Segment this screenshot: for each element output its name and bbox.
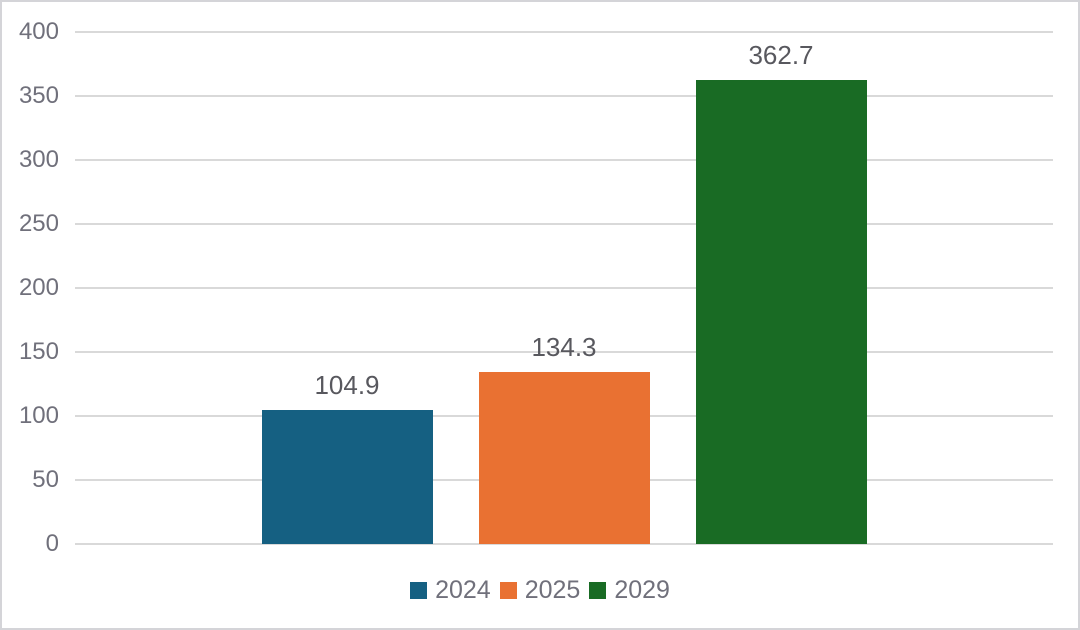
y-tick-label-50: 50 bbox=[32, 466, 59, 493]
gridline-250 bbox=[75, 223, 1053, 225]
legend-item-2029: 2029 bbox=[589, 578, 670, 603]
y-tick-label-400: 400 bbox=[18, 18, 59, 45]
legend-item-2024: 2024 bbox=[410, 578, 491, 603]
gridline-200 bbox=[75, 287, 1053, 289]
legend-label-2029: 2029 bbox=[614, 576, 670, 604]
legend-swatch-2025 bbox=[499, 582, 517, 599]
y-tick-label-350: 350 bbox=[18, 82, 59, 109]
y-tick-label-0: 0 bbox=[45, 530, 59, 557]
bar-2024 bbox=[261, 409, 433, 544]
y-tick-label-100: 100 bbox=[18, 402, 59, 429]
bar-value-label-2024: 104.9 bbox=[314, 369, 380, 400]
gridline-150 bbox=[75, 351, 1053, 353]
legend-swatch-2029 bbox=[589, 582, 607, 599]
bar-value-label-2029: 362.7 bbox=[748, 39, 814, 70]
gridline-300 bbox=[75, 159, 1053, 161]
bar-2029 bbox=[695, 79, 867, 544]
gridline-350 bbox=[75, 95, 1053, 97]
bar-value-label-2025: 134.3 bbox=[531, 332, 597, 363]
gridline-0 bbox=[75, 543, 1053, 545]
y-tick-label-200: 200 bbox=[18, 274, 59, 301]
gridline-400 bbox=[75, 31, 1053, 33]
bar-2025 bbox=[478, 372, 650, 544]
legend-swatch-2024 bbox=[410, 582, 428, 599]
legend-item-2025: 2025 bbox=[499, 576, 581, 604]
legend: 2024 2025 2029 bbox=[2, 578, 1078, 603]
y-tick-label-300: 300 bbox=[18, 146, 59, 173]
y-tick-label-250: 250 bbox=[18, 210, 59, 237]
y-tick-label-150: 150 bbox=[18, 338, 59, 365]
legend-label-2025: 2025 bbox=[524, 576, 581, 604]
legend-label-2024: 2024 bbox=[435, 576, 491, 604]
